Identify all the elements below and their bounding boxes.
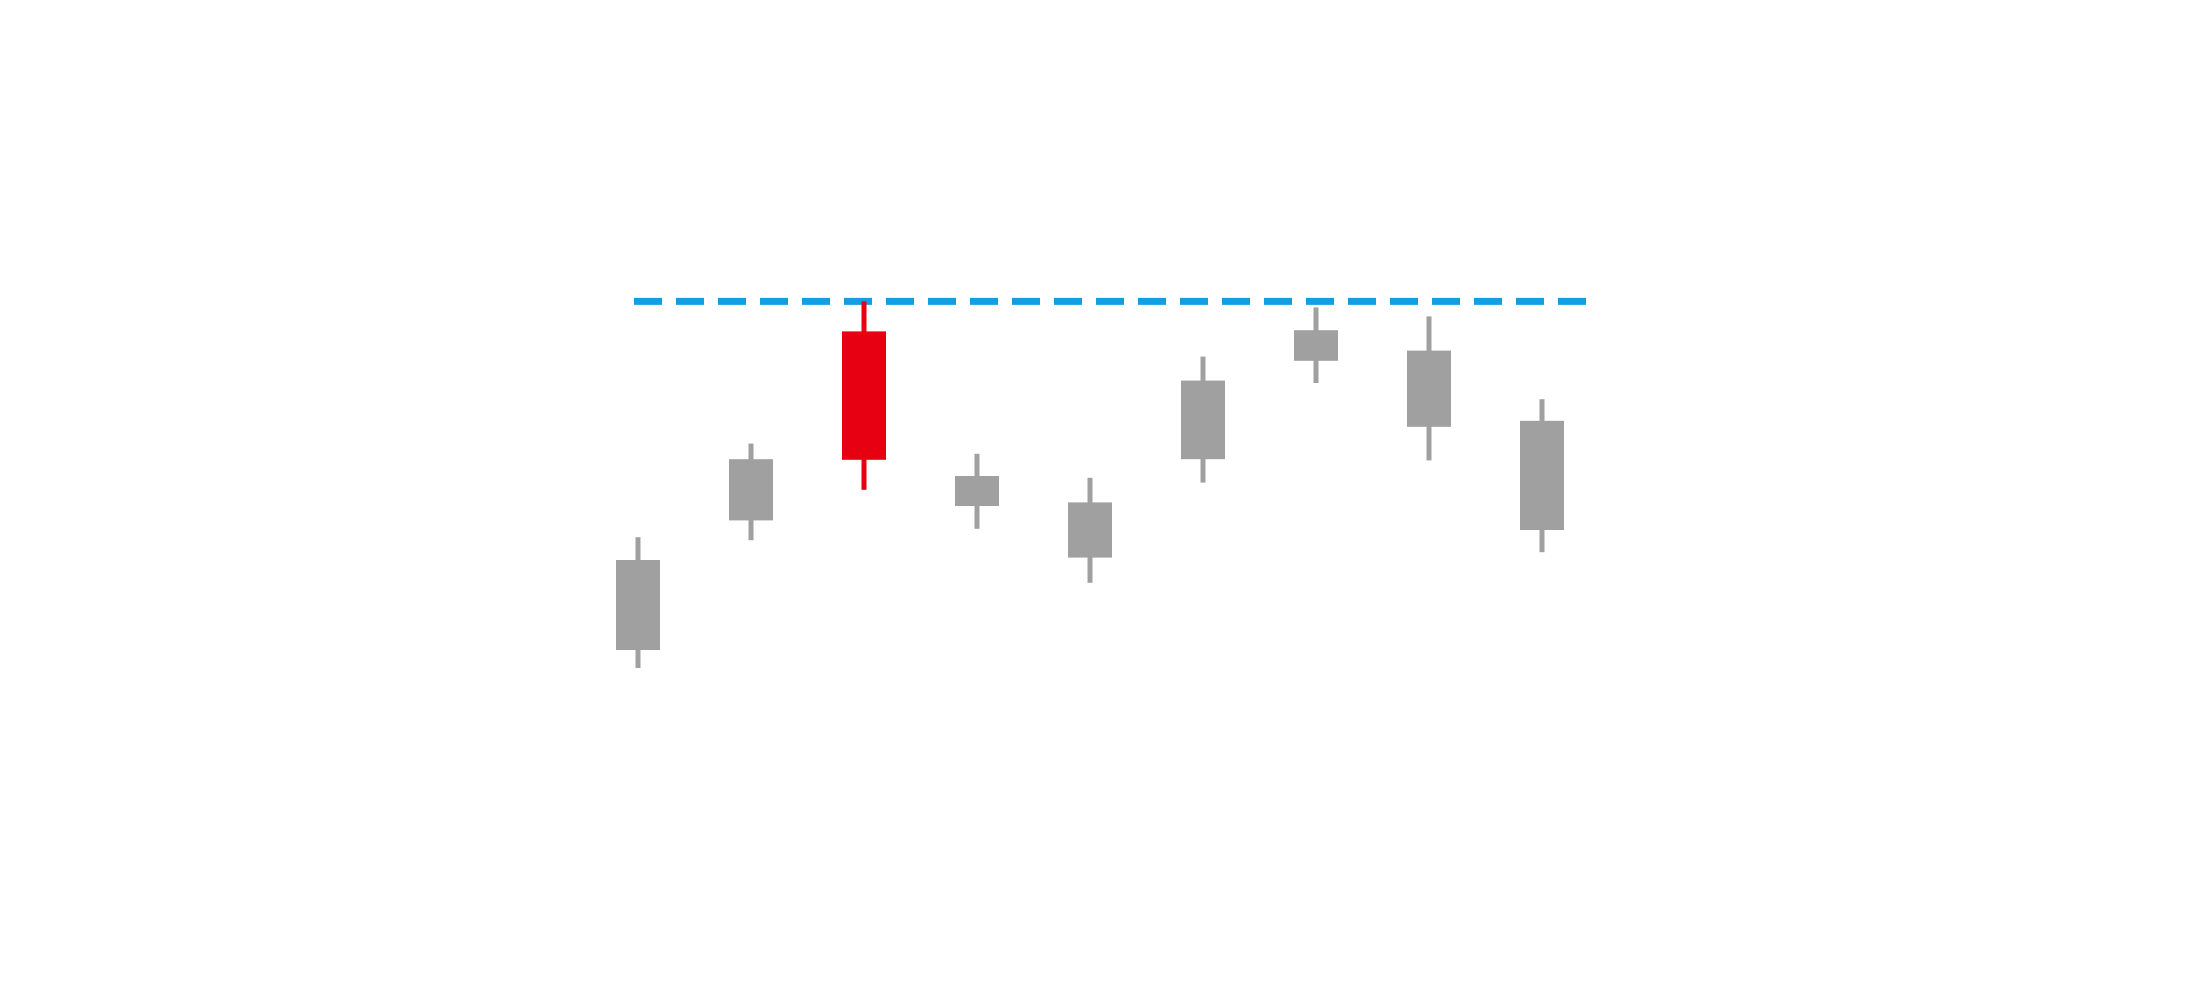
candle-body <box>842 331 886 460</box>
candle-body <box>1520 420 1564 530</box>
candle-6 <box>1181 356 1225 483</box>
candle-5 <box>1068 477 1112 583</box>
candle-body <box>1407 350 1451 427</box>
candle-4 <box>955 453 999 529</box>
candle-body <box>1068 502 1112 558</box>
highlighted-candle-3 <box>842 301 886 490</box>
candle-body <box>729 459 773 521</box>
candle-8 <box>1407 316 1451 461</box>
candle-body <box>1181 380 1225 460</box>
candle-2 <box>729 443 773 541</box>
candle-body <box>1294 330 1338 361</box>
candle-7 <box>1294 307 1338 383</box>
candle-1 <box>616 537 660 668</box>
candle-body <box>616 560 660 650</box>
candle-9 <box>1520 399 1564 553</box>
candle-body <box>955 476 999 506</box>
